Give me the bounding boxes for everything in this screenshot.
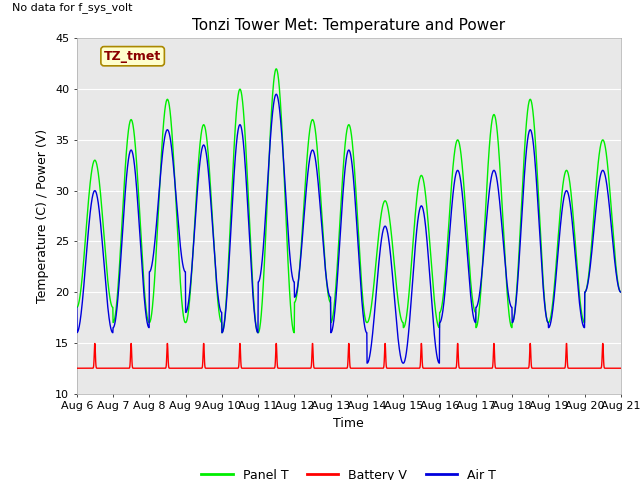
Y-axis label: Temperature (C) / Power (V): Temperature (C) / Power (V)	[36, 129, 49, 303]
X-axis label: Time: Time	[333, 417, 364, 430]
Text: No data for f_sys_volt: No data for f_sys_volt	[12, 2, 132, 13]
Text: TZ_tmet: TZ_tmet	[104, 50, 161, 63]
Legend: Panel T, Battery V, Air T: Panel T, Battery V, Air T	[196, 464, 501, 480]
Title: Tonzi Tower Met: Temperature and Power: Tonzi Tower Met: Temperature and Power	[192, 18, 506, 33]
